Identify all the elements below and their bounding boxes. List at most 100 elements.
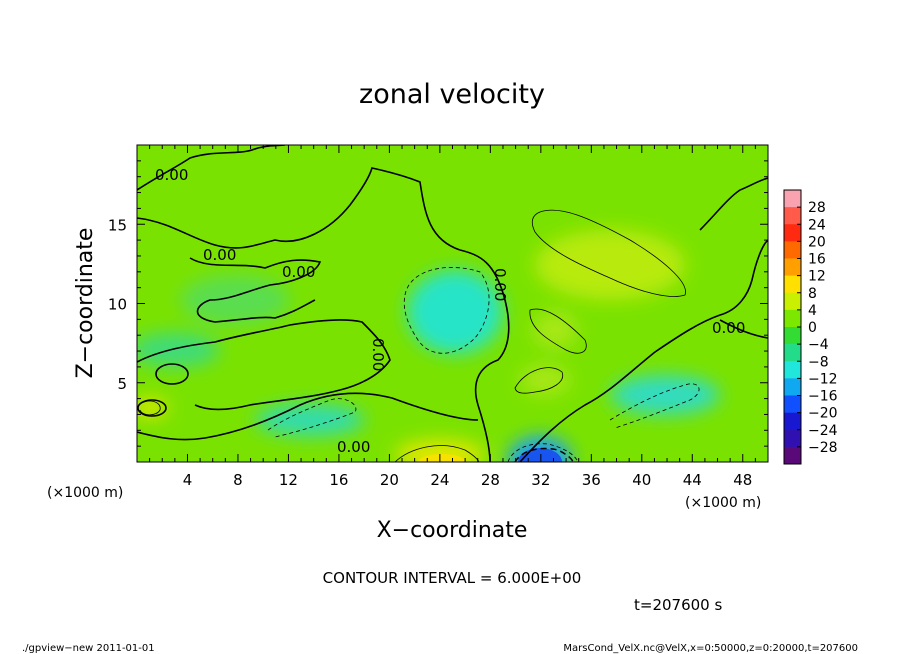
colorbar-label: −12 [808,371,838,387]
colorbar-label: 12 [808,269,826,285]
colorbar-label: −16 [808,389,838,405]
contour-positive-upper [531,209,686,297]
contour-positive-low [514,367,564,394]
zero-contour-island-yellow [137,399,167,417]
colorbar-segment [784,224,801,242]
zero-contour-left-low [137,319,391,411]
x-tick-label: 24 [430,471,449,489]
x-tick-label: 36 [582,471,601,489]
field-region-yellow-left [137,398,168,418]
y-tick-labels: 5 10 15 [108,216,127,393]
contour-negative-blue-inner [514,447,574,462]
colorbar-segment [784,190,801,208]
zero-contour-top-left [137,145,286,191]
zero-contour-main [137,167,510,462]
colorbar-label: −24 [808,423,838,439]
field-core-yellow [418,454,466,462]
field-region-yellow-bottom [395,440,485,462]
x-tick-label: 40 [632,471,651,489]
colorbar-segment [784,344,801,362]
contour-negative-right [609,383,700,429]
y-tick-label: 10 [108,296,127,314]
colorbar-segment [784,309,801,328]
contour-label: 0.00 [282,263,315,281]
x-tick-labels: 4 8 12 16 20 24 28 32 36 40 44 48 [183,471,753,489]
contour-label: 0.00 [712,319,745,337]
colorbar-label: −4 [808,337,829,353]
zero-contours [137,145,768,462]
x-tick-label: 20 [380,471,399,489]
time-text: t=207600 s [634,596,722,614]
velocity-field [137,145,768,462]
colorbar-segment [784,378,801,396]
x-axis-ticks [136,145,769,462]
y-axis-title: Z−coordinate [73,228,98,379]
colorbar-label: −8 [808,354,829,370]
zero-contour-right [519,239,768,462]
field-region-cyan-right [610,375,720,415]
colorbar-segment [784,327,801,345]
colorbar-label: 28 [808,200,826,216]
contour-label: 0.00 [491,268,509,301]
positive-contours [139,209,686,462]
contour-positive-mid [529,308,587,354]
x-tick-label: 8 [233,471,243,489]
colorbar-segment [784,361,801,379]
x-tick-label: 44 [683,471,702,489]
colorbar-label: 4 [808,303,817,319]
zero-contour-left-mid [189,257,322,323]
colorbar-segment [784,429,801,448]
colorbar-label: −28 [808,440,838,456]
field-region-yellow-green-low [520,365,570,395]
contour-label: 0.00 [203,246,236,264]
x-tick-label: 48 [733,471,752,489]
footer-left: ./gpview−new 2011-01-01 [22,643,155,654]
colorbar-label: 16 [808,252,826,268]
colorbar [783,189,802,465]
colorbar-segment [784,292,801,311]
x-tick-label: 12 [279,471,298,489]
field-region-yellow-green-mid [533,312,577,348]
x-unit-right: (×1000 m) [685,495,761,511]
contour-label: 0.00 [155,166,188,184]
negative-contours [267,267,700,462]
colorbar-label: −20 [808,406,838,422]
colorbar-segment [784,258,801,276]
x-tick-label: 32 [531,471,550,489]
contour-interval-text: CONTOUR INTERVAL = 6.000E+00 [323,569,582,587]
x-unit-left: (×1000 m) [47,485,123,501]
contour-label: 0.00 [369,338,387,371]
contour-negative-bottom-left [267,398,357,438]
colorbar-label: 8 [808,286,817,302]
colorbar-segment [784,446,801,465]
colorbar-segment [784,412,801,431]
field-region-cyan-center [407,270,503,354]
zero-contour-top-right [699,177,768,231]
contour-negative-center [403,267,490,354]
field-region-yellow-green-upper [535,230,685,300]
colorbar-segment [784,207,801,225]
colorbar-label: 20 [808,234,826,250]
contour-positive-left [139,400,161,416]
y-tick-label: 5 [117,375,127,393]
field-region-cyan-bottom-left [255,404,365,436]
x-tick-label: 16 [329,471,348,489]
zero-contour-island-left [155,363,189,385]
colorbar-segment [784,241,801,259]
footer-right: MarsCond_VelX.nc@VelX,x=0:50000,z=0:2000… [563,643,858,654]
colorbar-segment [784,395,801,413]
chart-title: zonal velocity [359,79,545,110]
zero-contour-bottom-left [137,392,479,441]
y-axis-ticks [137,144,768,463]
field-region-left [137,332,220,368]
x-tick-label: 4 [183,471,193,489]
contour-label: 0.00 [337,438,370,456]
colorbar-label: 24 [808,217,826,233]
x-axis-title: X−coordinate [377,518,528,543]
zero-contour-right-edge [719,319,768,339]
colorbar-segment [784,275,801,294]
colorbar-label: 0 [808,320,817,336]
contour-labels: 0.00 0.00 0.00 0.00 0.00 0.00 0.00 [155,166,745,456]
